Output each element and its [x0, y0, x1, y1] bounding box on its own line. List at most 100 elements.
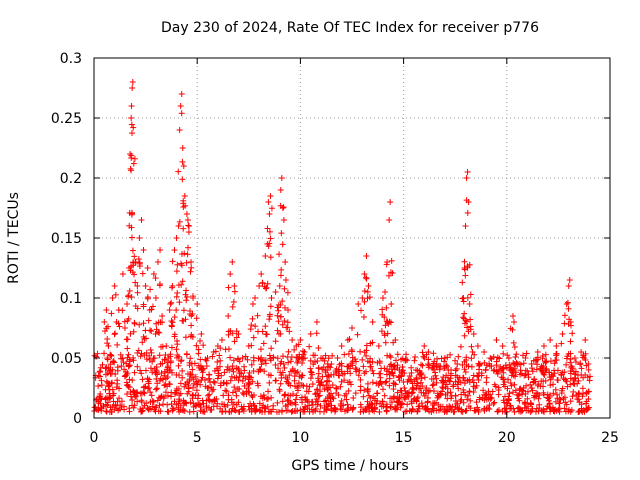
data-point-band	[446, 405, 453, 412]
data-point-band	[429, 382, 436, 389]
x-tick-label: 15	[395, 430, 413, 446]
data-point-band	[502, 405, 509, 412]
data-point	[98, 405, 105, 412]
data-point	[464, 294, 471, 301]
data-point	[130, 160, 137, 167]
data-point	[406, 389, 413, 396]
data-point-band	[146, 384, 153, 391]
data-point	[379, 306, 386, 313]
data-point-band	[307, 365, 314, 372]
data-point-band	[350, 405, 357, 412]
data-point-band	[542, 351, 549, 358]
data-point	[145, 317, 152, 324]
data-point	[567, 350, 574, 357]
data-point-band	[408, 369, 415, 376]
data-point	[101, 328, 108, 335]
data-point	[213, 365, 220, 372]
data-point-band	[159, 360, 166, 367]
data-point-band	[285, 398, 292, 405]
data-point	[180, 317, 187, 324]
data-point-band	[335, 391, 342, 398]
data-point-band	[138, 370, 145, 377]
data-point-band	[236, 408, 243, 415]
data-point-band	[338, 397, 345, 404]
data-point	[191, 360, 198, 367]
data-point	[481, 349, 488, 355]
data-point-band	[287, 392, 294, 399]
data-point-band	[216, 363, 223, 370]
data-point-band	[220, 392, 227, 399]
data-point-band	[409, 380, 416, 387]
data-point	[198, 376, 205, 383]
chart-title: Day 230 of 2024, Rate Of TEC Index for r…	[161, 20, 539, 36]
data-point	[248, 322, 255, 329]
data-point-band	[401, 385, 408, 392]
data-point	[277, 313, 284, 320]
data-point	[563, 301, 570, 307]
data-point	[121, 325, 128, 331]
data-point-band	[196, 401, 203, 408]
data-point	[288, 353, 295, 360]
data-point	[585, 361, 592, 367]
data-point	[465, 199, 472, 205]
data-point-band	[430, 381, 437, 388]
data-point-band	[104, 399, 111, 406]
data-point	[522, 355, 529, 361]
data-point-band	[144, 375, 151, 382]
data-point-band	[286, 372, 293, 379]
data-point-band	[469, 376, 476, 383]
data-point-band	[511, 408, 518, 415]
data-point	[465, 363, 472, 370]
data-point-band	[228, 373, 235, 380]
data-point-band	[224, 366, 231, 373]
data-point	[463, 175, 470, 181]
data-point	[522, 390, 529, 397]
data-point	[140, 301, 147, 308]
data-point	[254, 312, 261, 319]
data-point	[540, 370, 547, 377]
data-point	[579, 354, 586, 361]
data-point-band	[129, 397, 136, 404]
data-point	[136, 235, 143, 241]
data-point	[197, 337, 204, 344]
data-point-band	[421, 355, 428, 362]
data-point	[324, 367, 331, 373]
data-point	[582, 337, 589, 343]
data-point-band	[386, 382, 393, 389]
data-point-band	[293, 392, 300, 399]
data-point-band	[250, 367, 257, 374]
data-point-band	[506, 402, 513, 409]
data-point-band	[227, 354, 234, 361]
data-point-band	[265, 408, 272, 415]
data-point-band	[242, 353, 249, 360]
data-point-band	[380, 403, 387, 410]
data-point-band	[124, 390, 131, 397]
data-point	[366, 294, 373, 301]
data-point	[168, 284, 175, 291]
data-point-band	[139, 376, 146, 383]
data-point	[257, 367, 264, 374]
data-point	[175, 223, 182, 229]
data-point-band	[353, 366, 360, 373]
data-point-band	[114, 364, 121, 371]
data-point	[262, 331, 269, 338]
data-point-band	[422, 403, 429, 410]
data-point-band	[193, 387, 200, 394]
data-point-band	[248, 361, 255, 368]
data-point-band	[383, 378, 390, 385]
data-point	[130, 124, 137, 131]
data-point	[103, 307, 110, 313]
data-point	[581, 354, 588, 361]
data-point	[278, 266, 285, 273]
data-point-band	[399, 370, 406, 377]
data-point	[165, 355, 172, 361]
data-point-band	[235, 399, 242, 406]
data-point	[196, 364, 203, 371]
data-point-band	[344, 401, 351, 408]
data-point	[180, 225, 187, 232]
data-point-band	[190, 384, 197, 391]
data-point	[177, 103, 184, 109]
data-point	[166, 381, 173, 388]
data-point	[382, 289, 389, 295]
data-point	[569, 330, 576, 337]
